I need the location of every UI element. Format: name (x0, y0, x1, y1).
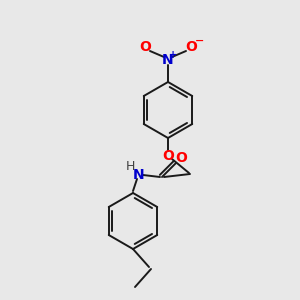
Text: O: O (185, 40, 197, 54)
Text: O: O (175, 151, 187, 165)
Text: N: N (162, 53, 174, 67)
Text: +: + (169, 50, 177, 60)
Text: N: N (133, 168, 145, 182)
Text: −: − (195, 36, 205, 46)
Text: O: O (139, 40, 151, 54)
Text: H: H (125, 160, 135, 172)
Text: O: O (162, 149, 174, 163)
